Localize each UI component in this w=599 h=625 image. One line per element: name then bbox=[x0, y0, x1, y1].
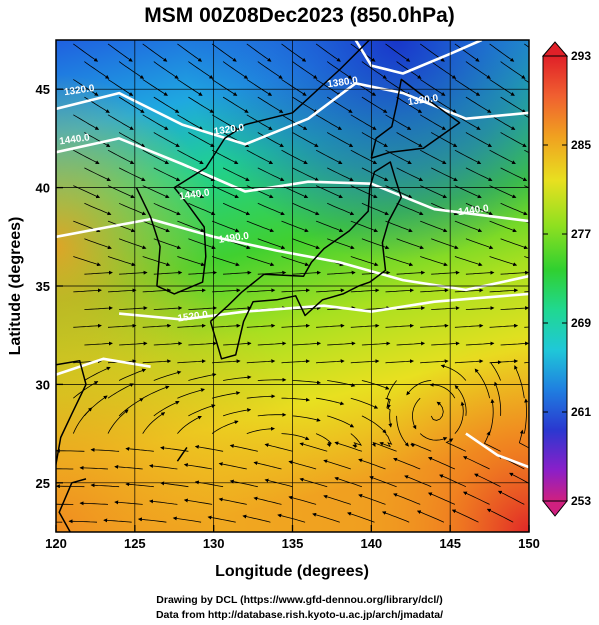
colorbar-scale bbox=[542, 55, 568, 502]
x-axis-ticks: 120 125 130 135 140 145 150 bbox=[45, 525, 540, 551]
y-axis-ticks: 25 30 35 40 45 bbox=[36, 82, 63, 491]
y-tick-label: 30 bbox=[36, 377, 50, 392]
colorbar-label: 261 bbox=[571, 405, 591, 419]
x-tick-label: 135 bbox=[282, 536, 304, 551]
colorbar-label: 293 bbox=[571, 49, 591, 63]
x-tick-label: 150 bbox=[518, 536, 540, 551]
colorbar-label: 285 bbox=[571, 138, 591, 152]
colorbar-label: 269 bbox=[571, 316, 591, 330]
x-axis-title: Longitude (degrees) bbox=[215, 563, 369, 580]
contour-label: 1320.0 bbox=[213, 122, 245, 137]
geopotential-contours bbox=[56, 40, 529, 469]
contour-label: 1440.0 bbox=[178, 187, 210, 202]
credit-drawing: Drawing by DCL (https://www.gfd-dennou.o… bbox=[156, 594, 443, 606]
colorbar-bottom-arrow bbox=[541, 500, 569, 517]
contour-label: 1380.0 bbox=[327, 75, 359, 90]
credit-data-source: Data from http://database.rish.kyoto-u.a… bbox=[155, 609, 444, 621]
colorbar-label: 253 bbox=[571, 494, 591, 508]
colorbar-top-arrow bbox=[541, 41, 569, 57]
wind-streamlines bbox=[56, 43, 529, 524]
lat-lon-grid bbox=[56, 40, 529, 532]
contour-label: 1440.0 bbox=[458, 203, 490, 218]
contour-label: 1320.0 bbox=[63, 83, 95, 98]
map-title: MSM 00Z08Dec2023 (850.0hPa) bbox=[144, 4, 455, 27]
contour-label: 1490.0 bbox=[218, 231, 250, 246]
colorbar-label: 277 bbox=[571, 227, 591, 241]
y-tick-label: 35 bbox=[36, 279, 50, 294]
contour-label: 1440.0 bbox=[59, 132, 91, 147]
contour-labels: 1320.0 1440.0 1320.0 1380.0 1320.0 1440.0 1490… bbox=[59, 75, 490, 324]
y-axis-title: Latitude (degrees) bbox=[7, 217, 24, 356]
y-tick-label: 25 bbox=[36, 476, 50, 491]
x-tick-label: 125 bbox=[124, 536, 146, 551]
contour-label: 1320.0 bbox=[407, 93, 439, 108]
contour-label: 1520.0 bbox=[177, 309, 209, 324]
x-tick-label: 140 bbox=[360, 536, 382, 551]
coastline bbox=[56, 40, 461, 532]
x-tick-label: 145 bbox=[439, 536, 461, 551]
y-tick-label: 40 bbox=[36, 181, 50, 196]
x-tick-label: 130 bbox=[203, 536, 225, 551]
colorbar: 293 285 277 269 261 253 bbox=[541, 41, 591, 517]
y-tick-label: 45 bbox=[36, 82, 50, 97]
x-tick-label: 120 bbox=[45, 536, 67, 551]
